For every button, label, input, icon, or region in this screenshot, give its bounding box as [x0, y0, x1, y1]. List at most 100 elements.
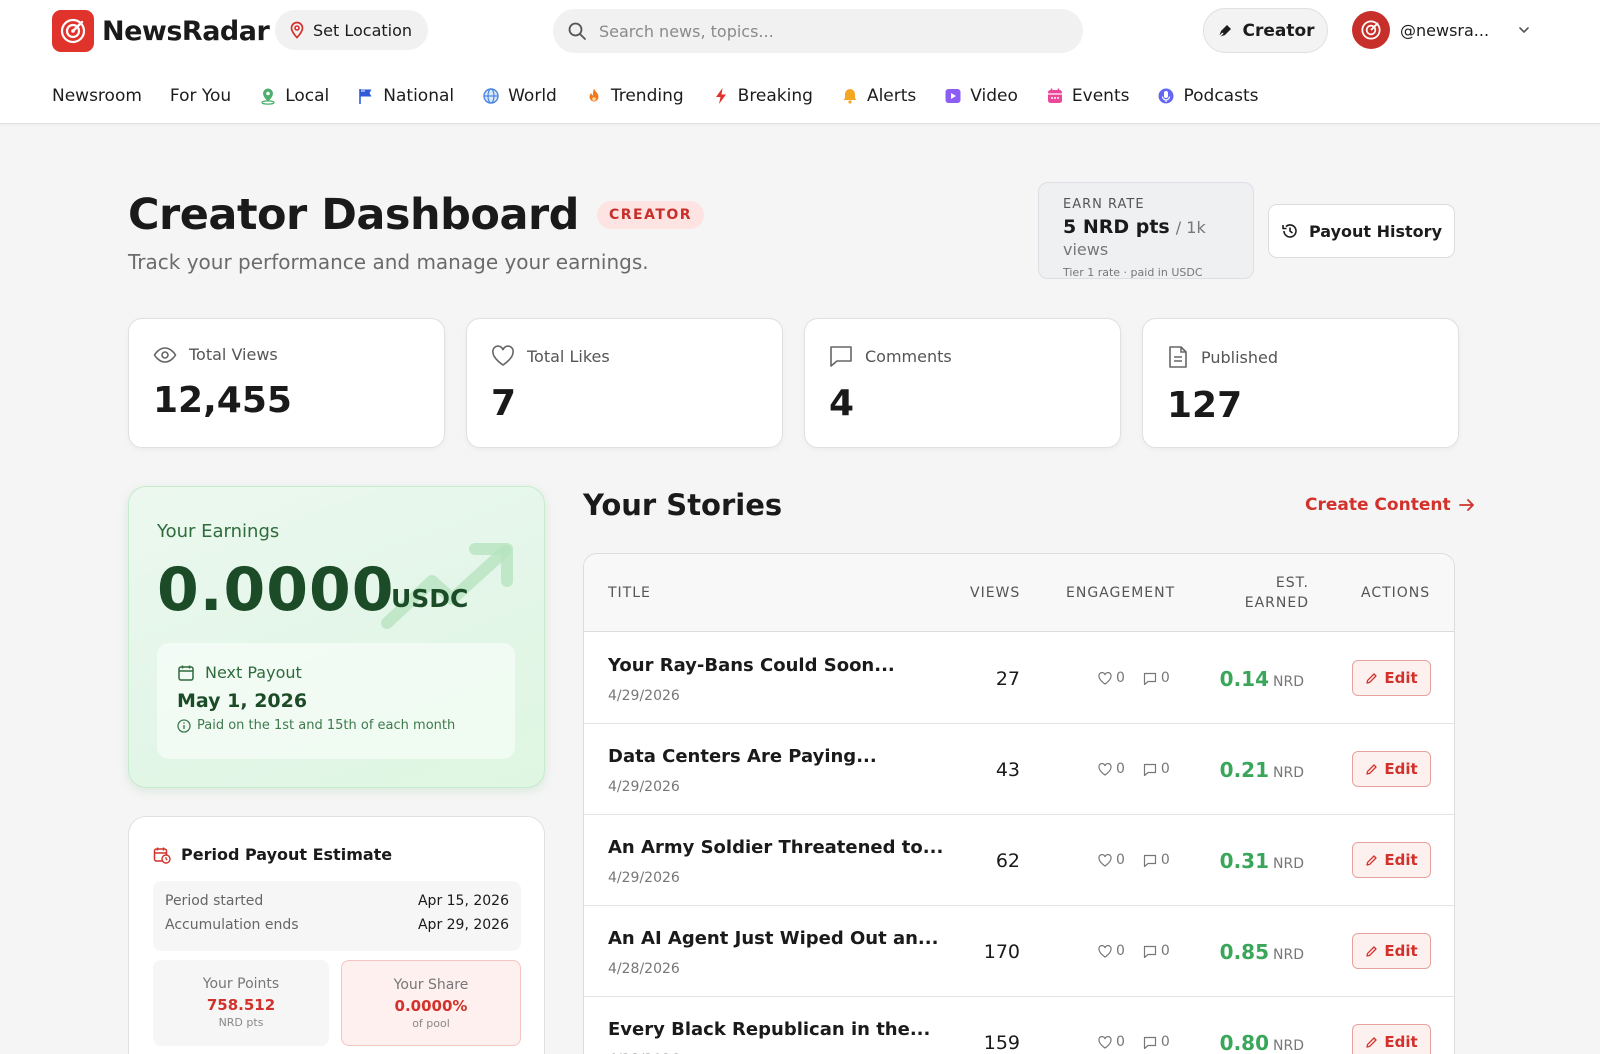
comment-icon — [1143, 854, 1157, 867]
story-views: 170 — [983, 941, 1020, 963]
story-views: 159 — [983, 1032, 1020, 1054]
create-content-label: Create Content — [1305, 495, 1451, 515]
bell-icon — [843, 89, 857, 104]
comment-icon — [1143, 672, 1157, 685]
stat-card-likes: Total Likes 7 — [466, 318, 783, 448]
period-payout-card: Period Payout Estimate Period started Apr… — [128, 816, 545, 1054]
accumulation-ends-label: Accumulation ends — [165, 917, 299, 933]
period-title: Period Payout Estimate — [181, 845, 393, 864]
heart-icon — [1098, 853, 1112, 867]
payout-history-label: Payout History — [1309, 221, 1442, 241]
payout-history-button[interactable]: Payout History — [1268, 204, 1455, 258]
location-pin-icon — [261, 88, 275, 105]
brand-name: NewsRadar — [102, 15, 270, 47]
trend-up-icon — [381, 543, 513, 629]
comments-count: 0 — [1143, 852, 1170, 868]
table-row[interactable]: Your Ray-Bans Could Soon... 4/29/2026 27 0 0… — [584, 633, 1454, 724]
story-views: 62 — [995, 850, 1020, 872]
heart-icon — [1098, 944, 1112, 958]
story-earned: 0.31 NRD — [1219, 849, 1304, 873]
stat-card-comments: Comments 4 — [804, 318, 1121, 448]
stat-value: 7 — [491, 383, 517, 424]
microphone-icon — [1158, 88, 1174, 104]
search-input[interactable] — [599, 21, 1039, 41]
table-row[interactable]: An Army Soldier Threatened to... 4/29/202… — [584, 815, 1454, 906]
location-pin-icon — [290, 21, 304, 39]
brand-logo[interactable]: NewsRadar — [52, 10, 270, 52]
create-content-link[interactable]: Create Content — [1305, 495, 1475, 515]
story-title[interactable]: Every Black Republican in the... — [608, 1019, 931, 1040]
share-unit: of pool — [412, 1017, 450, 1030]
earn-rate-note: Tier 1 rate · paid in USDC — [1063, 266, 1203, 279]
nav-item-podcasts[interactable]: Podcasts — [1157, 86, 1258, 106]
nav-item-national[interactable]: National — [357, 86, 454, 106]
story-title[interactable]: An Army Soldier Threatened to... — [608, 837, 944, 858]
col-views: VIEWS — [970, 585, 1021, 601]
document-icon — [1169, 346, 1187, 368]
table-row[interactable]: An AI Agent Just Wiped Out an... 4/28/202… — [584, 906, 1454, 997]
col-title: TITLE — [608, 585, 651, 601]
pencil-icon — [1366, 854, 1377, 866]
user-menu[interactable]: @newsra... — [1352, 11, 1531, 49]
calendar-clock-icon — [153, 847, 171, 864]
earnings-currency: USDC — [391, 584, 469, 613]
edit-button[interactable]: Edit — [1352, 933, 1431, 969]
nav-item-world[interactable]: World — [482, 86, 557, 106]
comments-count: 0 — [1143, 943, 1170, 959]
table-row[interactable]: Every Black Republican in the... 4/28/202… — [584, 997, 1454, 1054]
nav-item-local[interactable]: Local — [259, 86, 329, 106]
arrow-right-icon — [1458, 499, 1474, 511]
period-dates: Period started Apr 15, 2026 Accumulation … — [153, 881, 521, 951]
stat-label: Comments — [865, 346, 952, 366]
nav-item-for-you[interactable]: For You — [169, 86, 232, 106]
heart-icon — [1098, 1035, 1112, 1049]
edit-button[interactable]: Edit — [1352, 842, 1431, 878]
edit-button[interactable]: Edit — [1352, 751, 1431, 787]
history-icon — [1282, 224, 1297, 238]
stat-label: Total Views — [189, 345, 278, 364]
your-share-box: Your Share 0.0000% of pool — [341, 960, 521, 1046]
nav-item-newsroom[interactable]: Newsroom — [52, 86, 142, 106]
comment-icon — [1143, 945, 1157, 958]
set-location-button[interactable]: Set Location — [275, 10, 429, 50]
top-bar: NewsRadar Set Location Creator @newsra..… — [0, 0, 1600, 62]
page-title-row: Creator Dashboard CREATOR — [128, 190, 705, 240]
story-title[interactable]: Your Ray-Bans Could Soon... — [608, 655, 895, 676]
flag-icon — [359, 89, 372, 104]
likes-count: 0 — [1098, 761, 1125, 777]
story-date: 4/29/2026 — [608, 779, 680, 795]
period-started-value: Apr 15, 2026 — [417, 893, 509, 909]
search-bar[interactable] — [553, 9, 1083, 53]
table-row[interactable]: Data Centers Are Paying... 4/29/2026 43 0 0 0… — [584, 724, 1454, 815]
edit-button[interactable]: Edit — [1352, 1024, 1431, 1054]
nav-item-events[interactable]: Events — [1046, 86, 1129, 106]
story-title[interactable]: An AI Agent Just Wiped Out an... — [608, 928, 939, 949]
share-value: 0.0000% — [394, 997, 468, 1015]
nav-item-trending[interactable]: Trending — [585, 86, 684, 106]
nav-item-alerts[interactable]: Alerts — [841, 86, 916, 106]
creator-badge: CREATOR — [596, 201, 705, 229]
edit-button[interactable]: Edit — [1352, 660, 1431, 696]
period-started-label: Period started — [165, 893, 264, 909]
likes-count: 0 — [1098, 670, 1125, 686]
story-title[interactable]: Data Centers Are Paying... — [608, 746, 877, 767]
search-icon — [568, 22, 586, 40]
your-points-box: Your Points 758.512 NRD pts — [153, 960, 329, 1046]
nav-item-breaking[interactable]: Breaking — [712, 86, 813, 106]
page-subtitle: Track your performance and manage your e… — [128, 250, 649, 274]
creator-button[interactable]: Creator — [1203, 8, 1328, 53]
likes-count: 0 — [1098, 943, 1125, 959]
table-header: TITLE VIEWS ENGAGEMENT EST. EARNED ACTIO… — [584, 554, 1454, 632]
pencil-icon — [1366, 672, 1377, 684]
points-label: Your Points — [202, 976, 280, 992]
story-views: 43 — [995, 759, 1020, 781]
story-date: 4/28/2026 — [608, 961, 680, 977]
story-date: 4/28/2026 — [608, 1052, 680, 1054]
avatar — [1352, 11, 1390, 49]
nav-item-video[interactable]: Video — [944, 86, 1018, 106]
